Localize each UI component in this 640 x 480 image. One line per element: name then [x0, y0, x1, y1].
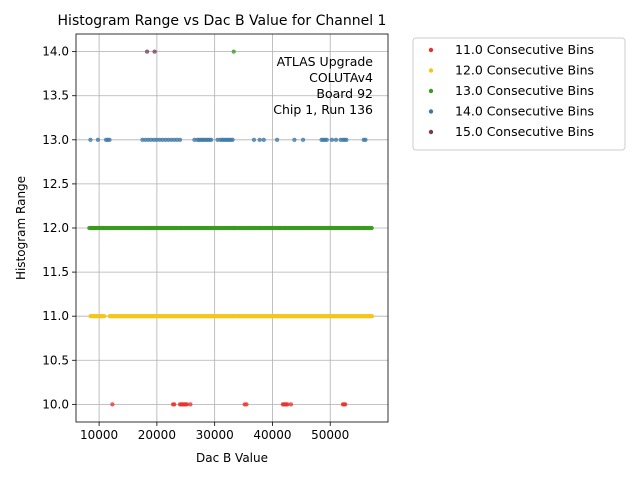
- data-point: [244, 402, 249, 407]
- data-point: [184, 402, 190, 407]
- y-tick-label: 13.5: [42, 89, 69, 103]
- y-tick-label: 11.0: [42, 309, 69, 323]
- x-tick-label: 10000: [80, 428, 118, 442]
- annotation-line-1: ATLAS Upgrade: [277, 54, 374, 69]
- x-axis-ticks: 10000 20000 30000 40000 50000: [80, 422, 349, 442]
- legend-marker: [428, 129, 434, 135]
- data-point: [324, 137, 329, 142]
- data-point: [285, 402, 290, 407]
- legend-marker: [428, 88, 434, 94]
- annotation-line-4: Chip 1, Run 136: [273, 102, 373, 117]
- y-tick-label: 12.5: [42, 177, 69, 191]
- data-point: [209, 137, 214, 142]
- data-points: [87, 49, 375, 407]
- data-point: [370, 314, 375, 319]
- data-point: [251, 137, 257, 142]
- y-tick-label: 11.5: [42, 265, 69, 279]
- data-point: [102, 314, 107, 319]
- data-point: [231, 225, 236, 231]
- data-point: [230, 137, 235, 142]
- x-tick-label: 20000: [138, 428, 176, 442]
- x-tick-label: 40000: [253, 428, 291, 442]
- y-tick-label: 10.5: [42, 353, 69, 367]
- legend-marker: [428, 109, 434, 114]
- x-axis-label: Dac B Value: [196, 451, 268, 465]
- legend-label: 12.0 Consecutive Bins: [455, 63, 594, 78]
- legend-label: 11.0 Consecutive Bins: [455, 42, 594, 57]
- data-point: [333, 137, 339, 142]
- x-tick-label: 30000: [196, 428, 234, 442]
- data-point: [344, 137, 349, 142]
- data-point: [107, 137, 112, 142]
- data-point: [110, 402, 115, 407]
- data-point: [274, 137, 280, 142]
- data-point: [177, 137, 183, 142]
- legend-marker: [428, 68, 434, 73]
- data-point: [172, 402, 177, 407]
- y-tick-label: 12.0: [42, 221, 69, 235]
- y-axis-label: Histogram Range: [14, 176, 28, 280]
- data-point: [257, 137, 262, 142]
- y-tick-label: 14.0: [42, 45, 69, 59]
- y-axis-ticks: 10.0 10.5 11.0 11.5 12.0 12.5 13.0 13.5 14.0: [42, 45, 76, 411]
- data-point: [300, 137, 306, 142]
- annotation-line-2: COLUTAv4: [309, 70, 373, 85]
- legend-label: 15.0 Consecutive Bins: [455, 124, 594, 139]
- data-point: [152, 49, 157, 54]
- legend-marker: [428, 47, 434, 53]
- x-tick-label: 50000: [311, 428, 349, 442]
- data-point: [369, 225, 374, 231]
- data-point: [288, 402, 294, 407]
- data-point: [188, 402, 193, 407]
- data-point: [363, 137, 368, 142]
- data-point: [236, 314, 242, 319]
- data-point: [95, 137, 101, 142]
- y-tick-label: 10.0: [42, 397, 69, 411]
- data-point: [144, 49, 150, 54]
- y-tick-label: 13.0: [42, 133, 69, 147]
- data-point: [329, 137, 335, 142]
- data-point: [292, 137, 297, 142]
- data-point: [343, 402, 348, 407]
- legend-label: 13.0 Consecutive Bins: [455, 83, 594, 98]
- data-point: [88, 137, 93, 142]
- legend-frame: [412, 37, 626, 151]
- annotation-line-3: Board 92: [316, 86, 373, 101]
- data-point: [231, 49, 236, 54]
- legend-label: 14.0 Consecutive Bins: [455, 104, 594, 119]
- run-annotation: ATLAS Upgrade COLUTAv4 Board 92 Chip 1, …: [273, 54, 373, 117]
- data-point: [261, 137, 266, 142]
- chart-title: Histogram Range vs Dac B Value for Chann…: [58, 13, 387, 29]
- legend: 11.0 Consecutive Bins 12.0 Consecutive Bi…: [412, 37, 626, 151]
